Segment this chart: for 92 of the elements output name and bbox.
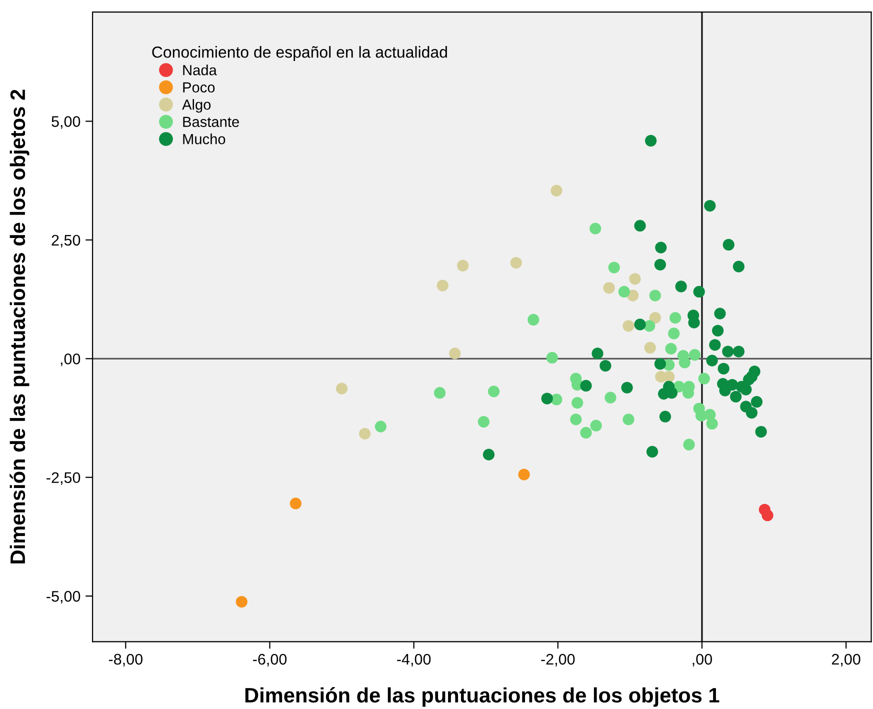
point [659, 410, 672, 422]
point [603, 282, 615, 294]
point [359, 428, 371, 440]
point [622, 414, 634, 426]
point [712, 324, 724, 336]
point [755, 426, 767, 438]
point [762, 510, 774, 522]
point [580, 380, 592, 392]
legend-label: Poco [183, 82, 215, 93]
point [449, 348, 461, 360]
point [550, 184, 562, 196]
point [750, 396, 763, 408]
point [649, 290, 661, 302]
point [722, 238, 734, 251]
point [645, 134, 657, 147]
point [621, 382, 633, 394]
point [649, 312, 661, 324]
point [622, 320, 634, 332]
point [675, 280, 687, 292]
point [618, 286, 630, 298]
point [590, 222, 602, 234]
point [510, 256, 522, 269]
y-tick-label: 2,50 [52, 234, 80, 248]
point [518, 468, 530, 480]
point [482, 448, 495, 460]
point [336, 382, 348, 394]
point [688, 349, 701, 361]
point [654, 358, 666, 370]
legend-label: Bastante [183, 116, 239, 128]
point [600, 360, 612, 372]
point [714, 308, 726, 320]
y-tick-label: ,00 [60, 354, 80, 366]
point [718, 362, 730, 374]
point [604, 392, 616, 404]
point [644, 342, 656, 354]
point [709, 339, 721, 351]
point [742, 374, 755, 386]
point [683, 438, 695, 450]
point [704, 200, 716, 212]
point [732, 346, 745, 358]
x-tick-label: ,00 [692, 654, 712, 666]
point [436, 280, 448, 292]
point [488, 386, 500, 398]
point [570, 414, 582, 426]
point [374, 420, 386, 432]
point [665, 342, 677, 354]
point [572, 397, 584, 409]
point [592, 348, 604, 360]
x-tick-label: -8,00 [108, 654, 142, 666]
point [608, 262, 620, 274]
point [236, 596, 248, 608]
point [732, 260, 745, 272]
y-tick-label: 5,00 [52, 116, 80, 129]
x-tick-label: -2,00 [541, 654, 575, 666]
point [290, 498, 302, 510]
point [634, 220, 646, 232]
point [748, 366, 760, 378]
point [693, 286, 705, 298]
point [698, 372, 710, 384]
point [546, 352, 558, 364]
point [646, 446, 658, 458]
point [746, 406, 758, 419]
y-tick-label: -2,50 [46, 472, 80, 485]
point [629, 273, 641, 285]
point [478, 416, 490, 428]
x-tick-label: -6,00 [253, 654, 287, 666]
point [456, 260, 469, 272]
point [730, 390, 742, 402]
point [634, 318, 646, 330]
point [670, 312, 682, 324]
y-tick-label: -5,00 [46, 590, 80, 604]
point [541, 392, 553, 404]
legend-label: Mucho [183, 134, 226, 144]
point [654, 258, 666, 270]
point [655, 242, 667, 254]
point [706, 418, 718, 430]
y-axis-title: Dimensión de las puntuaciones de los objetos 2 [10, 90, 30, 564]
legend-label: Nada [183, 64, 217, 76]
x-axis-title: Dimensión de las puntuaciones de los objetos 1 [245, 687, 720, 707]
point [590, 420, 602, 432]
legend-label: Algo [182, 99, 211, 113]
point [580, 426, 592, 439]
x-tick-label: -4,00 [397, 654, 431, 666]
point [706, 354, 718, 366]
point [678, 356, 690, 368]
legend-title: Conocimiento de español en la actualidad [152, 46, 447, 61]
point [722, 346, 734, 358]
point [740, 384, 752, 396]
point [668, 328, 680, 340]
point [528, 314, 540, 326]
x-tick-label: 2,00 [832, 654, 860, 666]
point [434, 387, 446, 399]
